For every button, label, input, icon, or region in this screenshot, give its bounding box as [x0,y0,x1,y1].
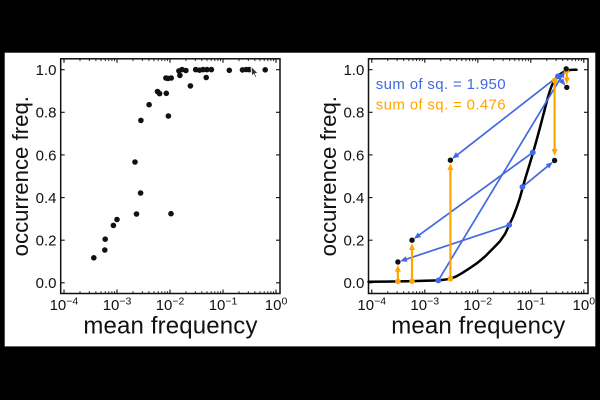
svg-text:0.0: 0.0 [343,275,364,292]
svg-text:sum of sq. = 0.476: sum of sq. = 0.476 [376,96,506,113]
svg-text:occurrence freq.: occurrence freq. [8,96,33,256]
svg-text:0.4: 0.4 [343,190,364,207]
svg-text:0.6: 0.6 [343,147,364,164]
svg-text:occurrence freq.: occurrence freq. [316,96,341,256]
svg-text:mean frequency: mean frequency [391,313,565,340]
svg-text:0.2: 0.2 [343,233,364,250]
svg-text:0.4: 0.4 [36,190,57,207]
svg-text:0.8: 0.8 [36,105,57,122]
svg-text:sum of sq. = 1.950: sum of sq. = 1.950 [376,76,506,93]
svg-text:0.8: 0.8 [343,105,364,122]
svg-text:mean frequency: mean frequency [83,313,257,340]
svg-text:0.0: 0.0 [36,275,57,292]
svg-text:1.0: 1.0 [343,62,364,79]
svg-text:0.6: 0.6 [36,147,57,164]
svg-text:10−3: 10−3 [410,295,439,314]
svg-text:1.0: 1.0 [36,62,57,79]
svg-text:0.2: 0.2 [36,233,57,250]
